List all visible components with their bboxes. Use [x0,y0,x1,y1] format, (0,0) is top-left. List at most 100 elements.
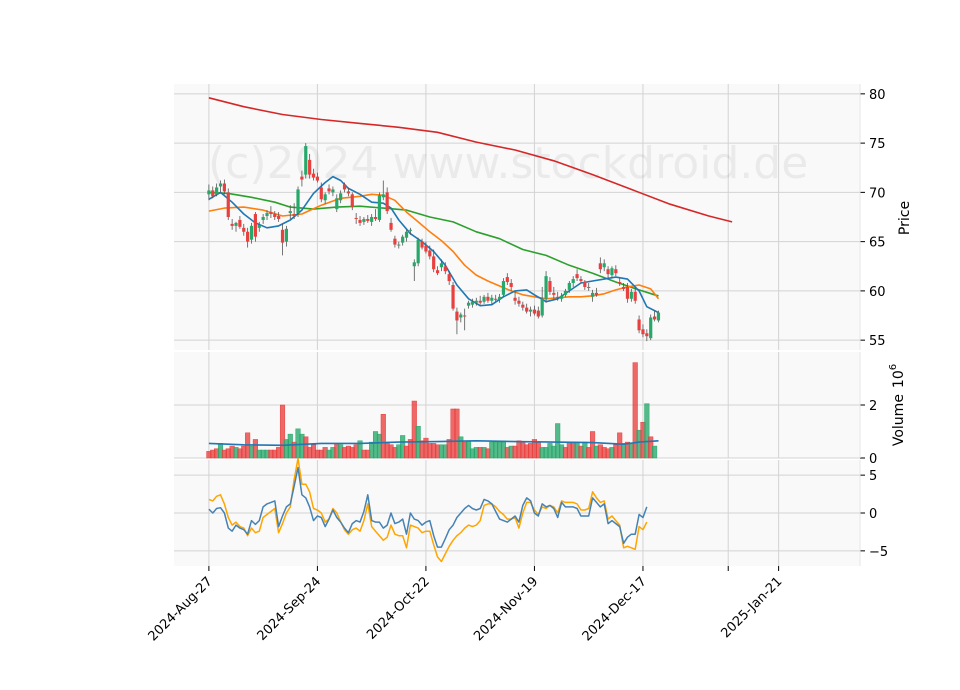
candle-down [315,176,320,181]
candle-up [362,218,366,222]
candle-up [497,296,502,300]
candle-up [397,244,401,246]
candle-down [327,188,331,192]
candle-up [288,211,292,214]
candle-up [257,224,261,228]
candle-up [470,301,475,305]
candle-up [563,290,568,295]
candle-down [350,194,354,208]
volume-bar-up [555,423,561,459]
candle-up [296,189,300,214]
candle-up [466,302,471,306]
candle-down [443,266,447,272]
candle-down [556,296,560,298]
y-tick-label: 75 [869,137,886,152]
candle-down [342,184,347,190]
candle-up [408,229,413,231]
svg-text:Volume106: Volume 106 [888,364,907,446]
candle-down [606,269,610,275]
candle-up [459,314,463,318]
candle-up [404,231,409,238]
candle-up [540,298,544,316]
candle-up [331,189,335,193]
candle-up [339,193,343,201]
candle-up [656,312,661,321]
candle-down [621,286,626,289]
candle-up [629,291,633,299]
candle-up [207,190,211,195]
ma-short-line [208,175,659,314]
candle-down [373,217,378,219]
candle-down [358,219,362,223]
candle-down [308,159,312,175]
candle-up [610,268,614,276]
y-tick-label: 5 [869,469,877,484]
candle-down [652,316,657,320]
candle-up [416,239,420,264]
volume-bar-down [632,362,638,459]
y-tick-label: 55 [869,334,886,349]
candle-down [246,231,250,242]
y-tick-label: 0 [869,452,877,467]
y-tick-label: 0 [869,507,877,522]
candle-down [253,214,257,237]
volume-bar-down [380,414,386,459]
candle-down [273,214,277,217]
candle-up [482,296,486,302]
price-panel-bg [174,84,860,350]
candle-down [525,307,529,312]
candle-down [420,241,424,248]
candle-up [412,262,416,267]
candle-up [602,263,606,268]
x-tick-label: 2024-Nov-19 [471,574,541,644]
volume-axis-exponent: 6 [888,364,899,370]
candle-up [567,283,571,290]
candle-down [575,274,579,279]
candle-down [354,217,358,219]
candle-up [261,217,265,220]
candle-up [234,222,238,226]
candle-up [401,236,405,243]
y-tick-label: 2 [869,399,877,414]
candle-down [393,238,397,245]
candle-up [323,194,327,201]
candle-up [590,292,595,297]
candle-down [230,223,234,226]
candle-down [428,250,432,257]
candle-up [370,217,374,222]
ma-200-line [208,97,733,223]
candle-up [381,194,385,198]
candle-down [618,282,622,284]
volume-axis-unit: 10 [891,370,907,388]
candle-down [366,218,370,221]
candle-down [463,315,467,317]
x-tick-label: 2024-Sep-24 [255,574,325,644]
candle-up [559,295,564,299]
candle-down [486,296,490,301]
candle-up [218,183,223,187]
candle-up [490,297,494,301]
x-tick-label: 2024-Dec-17 [580,574,650,644]
volume-bar-down [590,431,596,459]
candle-up [249,225,254,240]
candle-up [304,146,308,175]
candle-up [528,309,533,312]
candles-layer [207,143,661,342]
candle-down [594,292,599,295]
candle-down [517,300,521,304]
candle-down [211,190,215,197]
candle-down [242,227,246,232]
volume-axis-label-group: Volume 106 [888,364,907,446]
candle-down [633,291,637,301]
candle-up [544,276,548,299]
candle-down [424,245,428,252]
x-tick-label: 2025-Jan-21 [718,574,785,641]
candle-down [625,286,630,299]
oscillator-main-line [208,466,648,548]
candle-up [439,263,444,268]
candle-down [598,263,602,270]
candle-up [501,281,506,295]
candle-down [641,329,645,335]
candle-up [571,279,575,284]
volume-bar-down [454,408,460,459]
